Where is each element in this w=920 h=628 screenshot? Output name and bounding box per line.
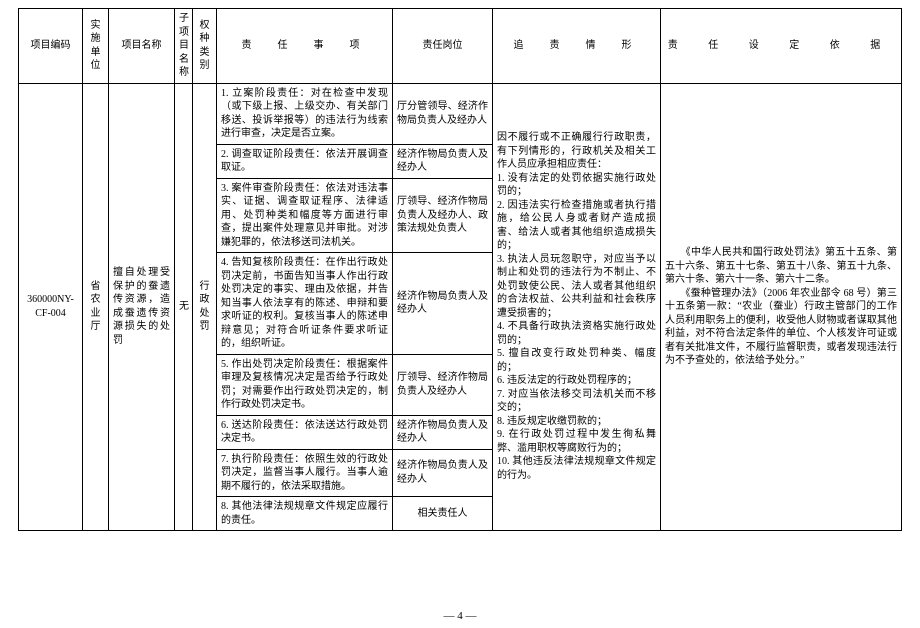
cell-duty: 2. 调查取证阶段责任：依法开展调查取证。 [217, 144, 393, 178]
regulation-table: 项目编码 实施单位 项目名称 子项目名称 权种类别 责 任 事 项 责任岗位 追… [18, 8, 902, 531]
h-post: 责任岗位 [393, 9, 493, 84]
h-duty: 责 任 事 项 [217, 9, 393, 84]
page-number: — 4 — [0, 610, 920, 622]
cell-post: 厅分管领导、经济作物局负责人及经办人 [393, 83, 493, 144]
cell-post: 经济作物局负责人及经办人 [393, 144, 493, 178]
cell-unit: 省农业厅 [83, 83, 109, 531]
h-basis: 责 任 设 定 依 据 [661, 9, 902, 84]
h-name: 项目名称 [109, 9, 175, 84]
header-row: 项目编码 实施单位 项目名称 子项目名称 权种类别 责 任 事 项 责任岗位 追… [19, 9, 902, 84]
cell-post: 厅领导、经济作物局负责人及经办人、政策法规处负责人 [393, 178, 493, 253]
cell-basis: 《中华人民共和国行政处罚法》第五十五条、第五十六条、第五十七条、第五十八条、第五… [661, 83, 902, 531]
cell-duty: 1. 立案阶段责任：对在检查中发现（或下级上报、上级交办、有关部门移送、投诉举报… [217, 83, 393, 144]
cell-post: 经济作物局负责人及经办人 [393, 449, 493, 497]
cell-name: 擅自处理受保护的蚕遗传资源，造成蚕遗传资源损失的处罚 [109, 83, 175, 531]
cell-post: 经济作物局负责人及经办人 [393, 415, 493, 449]
cell-post: 厅领导、经济作物局负责人及经办人 [393, 354, 493, 415]
cell-duty: 3. 案件审查阶段责任：依法对违法事实、证据、调查取证程序、法律适用、处罚种类和… [217, 178, 393, 253]
h-sub: 子项目名称 [175, 9, 193, 84]
cell-duty: 7. 执行阶段责任：依照生效的行政处罚决定，监督当事人履行。当事人逾期不履行的，… [217, 449, 393, 497]
cell-duty: 8. 其他法律法规规章文件规定应履行的责任。 [217, 497, 393, 531]
cell-duty: 4. 告知复核阶段责任：在作出行政处罚决定前，书面告知当事人作出行政处罚决定的事… [217, 253, 393, 355]
cell-duty: 5. 作出处罚决定阶段责任：根据案件审理及复核情况决定是否给予行政处罚；对需要作… [217, 354, 393, 415]
h-unit: 实施单位 [83, 9, 109, 84]
h-kind: 权种类别 [193, 9, 217, 84]
cell-chase: 因不履行或不正确履行行政职责，有下列情形的，行政机关及相关工作人员应承担相应责任… [493, 83, 661, 531]
cell-post: 经济作物局负责人及经办人 [393, 253, 493, 355]
cell-post: 相关责任人 [393, 497, 493, 531]
h-code: 项目编码 [19, 9, 83, 84]
cell-duty: 6. 送达阶段责任：依法送达行政处罚决定书。 [217, 415, 393, 449]
table-row: 360000NY-CF-004 省农业厅 擅自处理受保护的蚕遗传资源，造成蚕遗传… [19, 83, 902, 144]
cell-sub: 无 [175, 83, 193, 531]
cell-code: 360000NY-CF-004 [19, 83, 83, 531]
h-chase: 追 责 情 形 [493, 9, 661, 84]
cell-kind: 行政处罚 [193, 83, 217, 531]
